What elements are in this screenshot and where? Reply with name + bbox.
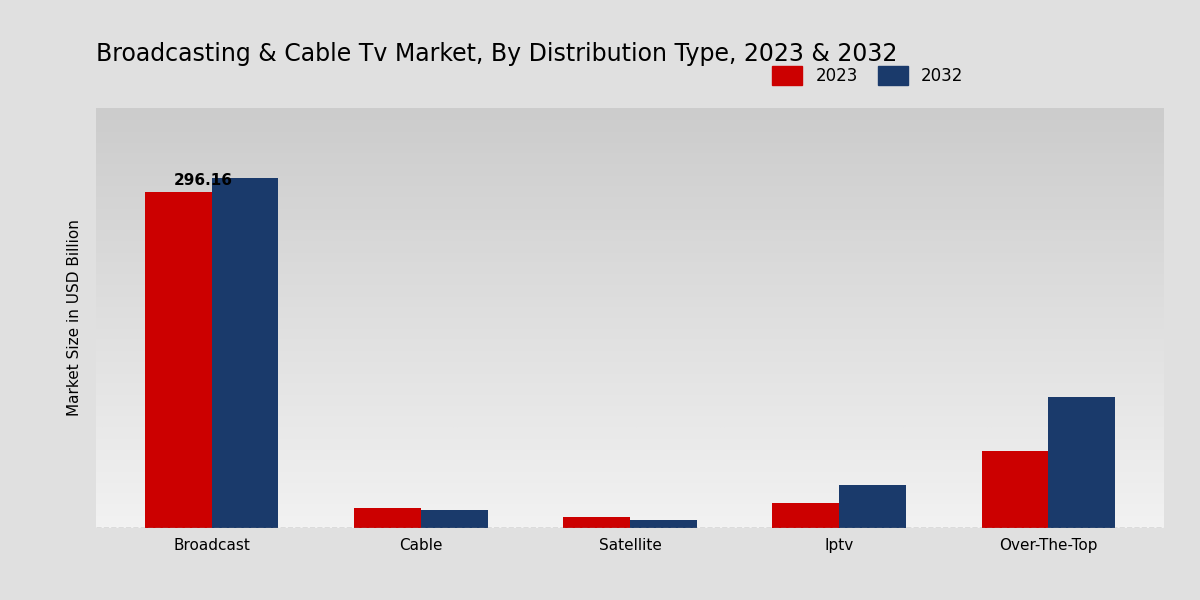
Bar [563, 517, 630, 528]
Legend: 2023, 2032: 2023, 2032 [772, 66, 964, 85]
Bar [630, 520, 697, 528]
Text: Broadcasting & Cable Tv Market, By Distribution Type, 2023 & 2032: Broadcasting & Cable Tv Market, By Distr… [96, 42, 898, 66]
Bar [839, 485, 906, 528]
Text: 296.16: 296.16 [174, 173, 233, 188]
Bar [982, 451, 1049, 528]
Bar [773, 503, 839, 528]
Bar [354, 508, 421, 528]
Bar [1049, 397, 1116, 528]
Y-axis label: Market Size in USD Billion: Market Size in USD Billion [67, 220, 82, 416]
Bar [211, 178, 278, 528]
Bar [144, 192, 211, 528]
Bar [421, 511, 487, 528]
